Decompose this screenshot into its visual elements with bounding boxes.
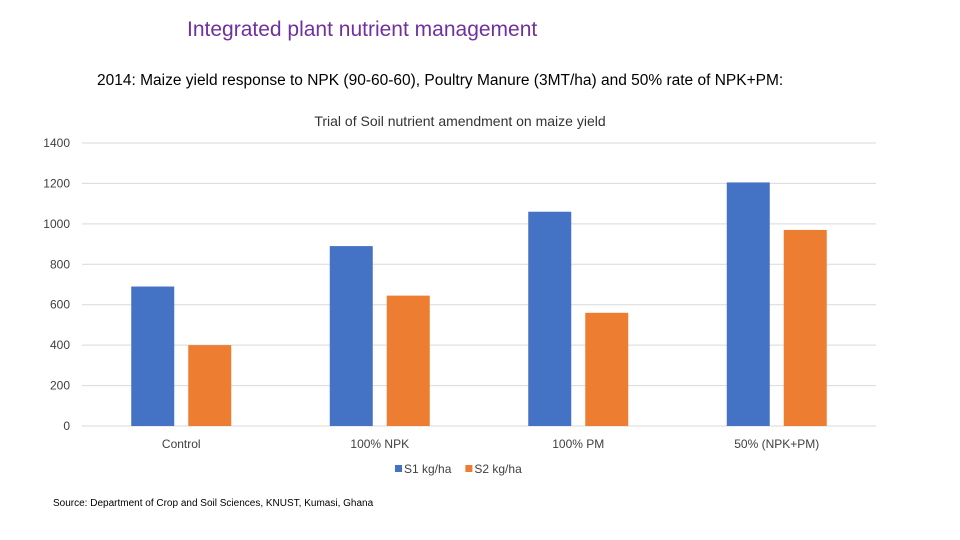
legend-label: S2 kg/ha [474,462,522,476]
legend-swatch [395,465,402,472]
x-tick-label: 100% PM [552,437,604,451]
legend-swatch [465,465,473,472]
bar [386,295,430,426]
y-tick-label: 1400 [43,136,70,150]
bar [329,246,373,426]
y-axis-ticks: 0 200 400 600 800 1000 1200 1400 [43,136,70,433]
bar [188,345,232,426]
y-tick-label: 800 [50,257,70,271]
y-tick-label: 200 [50,379,70,393]
x-tick-label: Control [162,437,201,451]
chart-title: Trial of Soil nutrient amendment on maiz… [314,113,605,129]
slide-subtitle: 2014: Maize yield response to NPK (90-60… [97,72,784,89]
bar [783,229,827,426]
y-tick-label: 600 [50,298,70,312]
x-axis-labels: Control 100% NPK 100% PM 50% (NPK+PM) [162,437,819,451]
slide-title: Integrated plant nutrient management [187,18,538,41]
bar [726,182,770,426]
legend-label: S1 kg/ha [404,462,452,476]
y-tick-label: 400 [50,338,70,352]
bars [131,182,827,426]
y-tick-label: 0 [63,419,70,433]
x-tick-label: 100% NPK [350,437,409,451]
x-tick-label: 50% (NPK+PM) [734,437,819,451]
bar [585,312,629,426]
bar [528,211,572,426]
bar [131,286,175,426]
source-note: Source: Department of Crop and Soil Scie… [53,498,374,509]
y-tick-label: 1000 [43,217,70,231]
legend: S1 kg/ha S2 kg/ha [395,462,522,476]
y-tick-label: 1200 [43,176,70,190]
